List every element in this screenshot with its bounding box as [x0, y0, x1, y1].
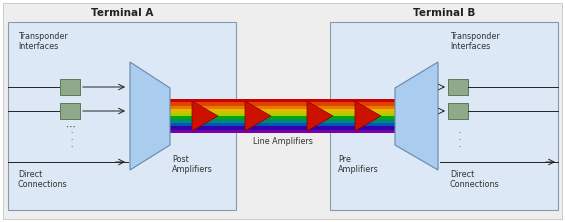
Polygon shape: [245, 101, 271, 131]
Bar: [448, 103, 468, 119]
Text: Terminal A: Terminal A: [91, 8, 153, 18]
Bar: [170, 99, 395, 102]
Bar: [170, 113, 395, 116]
Bar: [170, 123, 395, 126]
Bar: [330, 22, 558, 210]
Text: ⋯: ⋯: [66, 122, 76, 132]
Text: Pre
Amplifiers: Pre Amplifiers: [338, 155, 379, 174]
Bar: [60, 103, 80, 119]
Bar: [448, 79, 468, 95]
Polygon shape: [307, 101, 333, 131]
Polygon shape: [192, 101, 218, 131]
Text: Post
Amplifiers: Post Amplifiers: [172, 155, 213, 174]
Polygon shape: [130, 62, 170, 170]
Bar: [8, 22, 236, 210]
Bar: [170, 106, 395, 109]
Text: Transponder
Interfaces: Transponder Interfaces: [450, 32, 500, 52]
Text: ·
·
·: · · ·: [458, 130, 460, 150]
Polygon shape: [355, 101, 381, 131]
Bar: [170, 102, 395, 106]
Text: Direct
Connections: Direct Connections: [450, 170, 499, 189]
Text: Transponder
Interfaces: Transponder Interfaces: [18, 32, 68, 52]
Text: Line Amplifiers: Line Amplifiers: [253, 137, 313, 146]
Bar: [60, 79, 80, 95]
Bar: [170, 116, 395, 119]
Polygon shape: [395, 62, 438, 170]
Text: Direct
Connections: Direct Connections: [18, 170, 68, 189]
Bar: [170, 119, 395, 123]
Bar: [170, 109, 395, 113]
Bar: [170, 126, 395, 130]
Text: Terminal B: Terminal B: [413, 8, 475, 18]
Text: ·
·
·: · · ·: [70, 130, 72, 150]
Bar: [170, 130, 395, 133]
